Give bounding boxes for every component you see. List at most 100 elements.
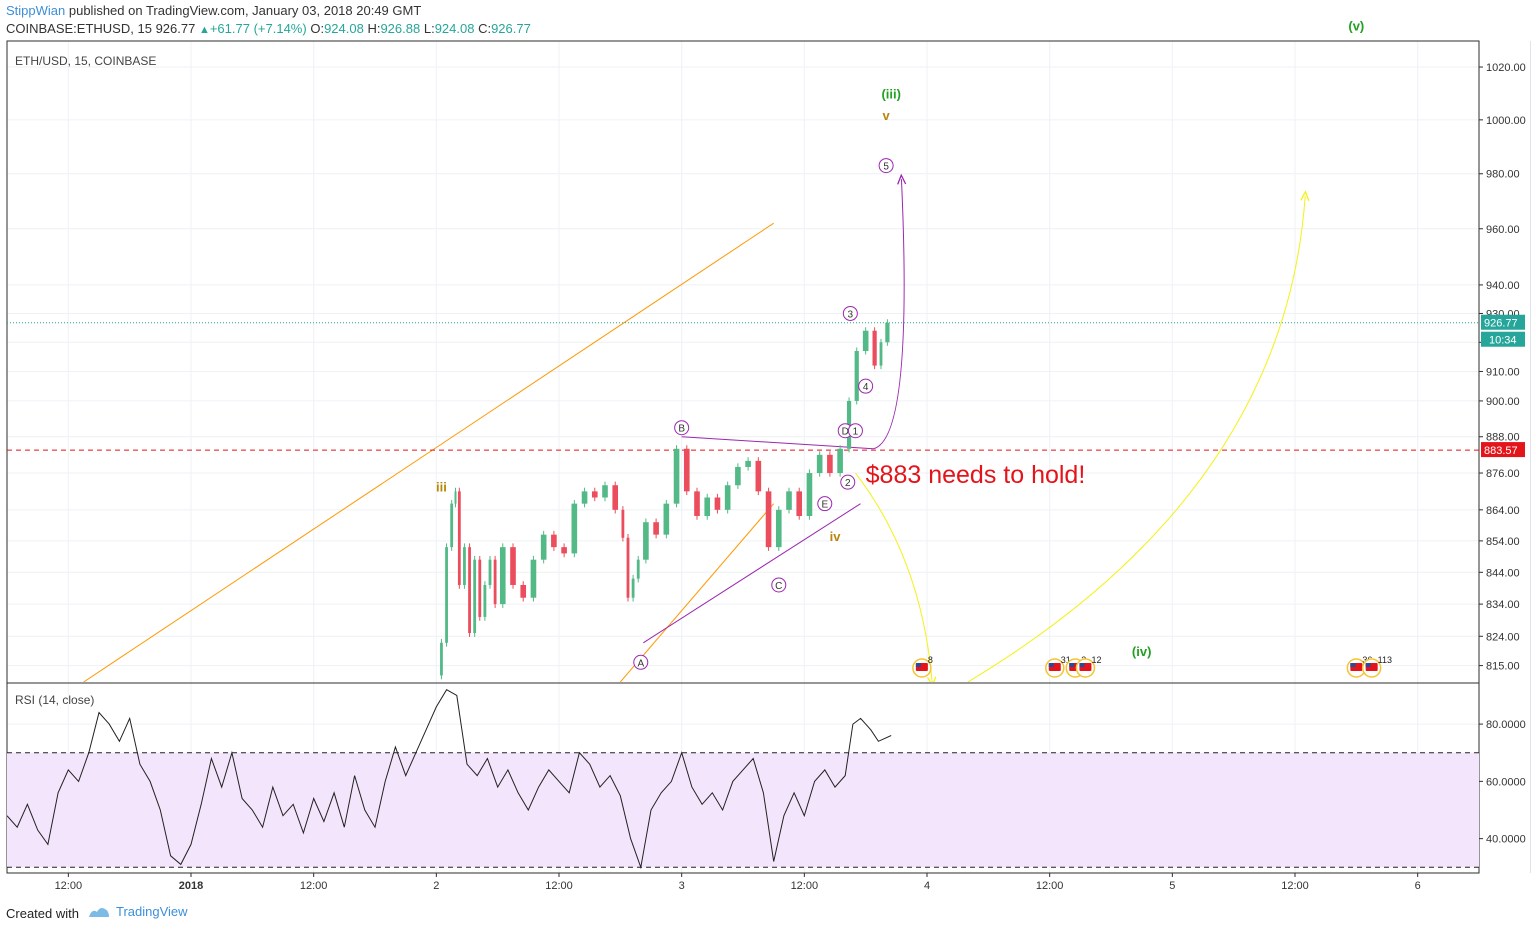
candle-body	[440, 642, 443, 676]
event-flag-canton	[1079, 663, 1085, 667]
recovery-projection-arrow	[967, 196, 1305, 682]
low-label: L:	[423, 21, 435, 36]
plot-frame	[6, 40, 1480, 874]
circled-wave-label: 1	[853, 427, 859, 438]
time-tick-label: 12:00	[300, 880, 328, 892]
channel-upper-line	[83, 222, 774, 682]
correction-projection-arrow	[855, 472, 932, 682]
candle-body	[827, 454, 833, 474]
candle-body	[885, 322, 890, 343]
circled-wave-label: 2	[845, 478, 851, 489]
high-label: H:	[367, 21, 381, 36]
candle-body	[786, 491, 792, 510]
time-tick-label: 2018	[179, 880, 203, 892]
candle-body	[473, 559, 477, 634]
candle-body	[775, 509, 782, 548]
price-tick-label: 888.00	[1486, 432, 1520, 444]
countdown-tag-label: 10:34	[1489, 335, 1517, 347]
candle-body	[551, 534, 557, 548]
candle-body	[463, 547, 466, 585]
triangle-upper-line	[681, 436, 874, 450]
rsi-tick-label: 60.0000	[1486, 776, 1526, 788]
price-tick-label: 815.00	[1486, 661, 1520, 673]
price-tick-label: 876.00	[1486, 468, 1520, 480]
circled-wave-marker	[633, 654, 649, 670]
circled-wave-marker	[842, 305, 858, 321]
candle-body	[450, 503, 454, 548]
symbol-name: COINBASE:ETHUSD, 15	[6, 21, 152, 36]
rsi-label: RSI (14, close)	[15, 693, 94, 707]
event-count-label: 8	[928, 655, 933, 665]
candle-body	[468, 547, 471, 634]
candle-body	[806, 473, 813, 517]
event-flag-canton	[1069, 663, 1075, 667]
price-tick-label: 844.00	[1486, 567, 1520, 579]
price-tick-label: 864.00	[1486, 505, 1520, 517]
wave5-projection-arrow	[873, 179, 904, 450]
time-tick-label: 2	[433, 880, 439, 892]
rsi-tick-label: 40.0000	[1486, 834, 1526, 846]
event-count-label: 113	[1378, 655, 1392, 665]
circled-wave-label: B	[678, 424, 685, 435]
circled-wave-marker	[817, 496, 833, 512]
candle-body	[816, 454, 823, 474]
candle-body	[724, 485, 731, 510]
circled-wave-label: 4	[863, 382, 869, 393]
candle-body	[483, 584, 487, 617]
candle-body	[735, 466, 741, 486]
time-tick-label: 12:00	[545, 880, 573, 892]
candle-body	[745, 460, 751, 467]
candle-body	[581, 491, 588, 504]
price-pane	[7, 179, 1479, 682]
candle-body	[621, 509, 625, 538]
candle-body	[694, 491, 700, 517]
open-label: O:	[310, 21, 325, 36]
symbol-label: ETH/USD, 15, COINBASE	[15, 54, 156, 68]
tradingview-brand: TradingView	[116, 904, 188, 919]
candle-body	[591, 491, 598, 498]
wave-label: (v)	[1348, 19, 1364, 34]
time-tick-label: 12:00	[1281, 880, 1309, 892]
event-flag-canton	[915, 663, 921, 667]
circled-wave-label: 3	[848, 309, 854, 320]
event-count-label: 31	[1061, 655, 1071, 665]
countdown-tag	[1481, 331, 1525, 347]
close-value: 926.77	[491, 21, 531, 36]
last-price-tag	[1481, 314, 1525, 330]
candle-body	[530, 559, 537, 598]
footer: Created with TradingView	[0, 898, 1536, 931]
candle-body	[478, 559, 482, 617]
circled-wave-marker	[858, 378, 874, 394]
price-tick-label: 900.00	[1486, 396, 1520, 408]
time-tick-label: 5	[1169, 880, 1175, 892]
wave-label: iv	[830, 529, 842, 544]
publish-line: StippWian published on TradingView.com, …	[6, 3, 421, 18]
time-tick-label: 4	[924, 880, 930, 892]
circled-wave-label: D	[842, 427, 849, 438]
candle-body	[862, 330, 869, 352]
candle-body	[879, 342, 883, 366]
circled-wave-label: A	[637, 658, 644, 669]
price-tick-label: 910.00	[1486, 366, 1520, 378]
candle-body	[602, 485, 608, 498]
price-tick-label: 1020.00	[1486, 62, 1526, 74]
author-link[interactable]: StippWian	[6, 3, 66, 18]
candle-body	[561, 547, 567, 554]
price-change: +61.77 (+7.14%)	[209, 21, 307, 36]
wave-label: (iii)	[881, 87, 901, 102]
candle-body	[765, 491, 772, 548]
time-tick-label: 12:00	[55, 880, 83, 892]
close-label: C:	[478, 21, 492, 36]
low-value: 924.08	[434, 21, 475, 36]
publish-info: published on TradingView.com, January 03…	[65, 3, 422, 18]
price-tick-label: 940.00	[1486, 280, 1520, 292]
candle-body	[653, 522, 659, 535]
circled-wave-marker	[771, 577, 787, 593]
rsi-tick-label: 80.0000	[1486, 719, 1526, 731]
candle-body	[663, 503, 670, 535]
tradingview-link[interactable]: TradingView	[88, 904, 188, 919]
open-value: 924.08	[324, 21, 364, 36]
chart-canvas[interactable]: 1020.001000.00980.00960.00940.00930.0092…	[0, 0, 1536, 898]
candle-body	[643, 522, 649, 560]
candle-body	[872, 330, 877, 366]
